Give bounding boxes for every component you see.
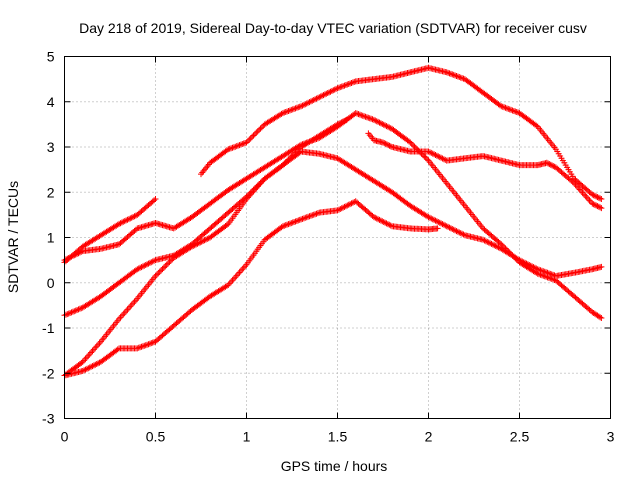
y-tick-label: 2 (47, 184, 55, 200)
series-markers (198, 64, 605, 202)
grid (64, 56, 611, 419)
axis-ticks: 0 0.5 1 1.5 2 2.5 3 -3 -2 -1 0 1 2 3 4 5 (42, 49, 615, 445)
y-tick-label: 3 (47, 139, 55, 155)
x-tick-label: 2.5 (510, 429, 530, 445)
x-tick-label: 1 (243, 429, 251, 445)
x-axis-label: GPS time / hours (281, 458, 388, 474)
y-axis-label: SDTVAR / TECUs (5, 181, 21, 293)
y-tick-label: 1 (47, 230, 55, 246)
x-tick-label: 0.5 (146, 429, 166, 445)
y-tick-label: -3 (42, 411, 55, 427)
series-track-f (198, 64, 605, 202)
x-tick-label: 3 (607, 429, 615, 445)
y-tick-label: 0 (47, 275, 55, 291)
y-tick-label: -1 (42, 320, 55, 336)
y-tick-label: 4 (47, 94, 55, 110)
chart-title: Day 218 of 2019, Sidereal Day-to-day VTE… (79, 20, 587, 36)
x-tick-label: 0 (61, 429, 69, 445)
series-markers (365, 130, 605, 212)
series-track-g (365, 130, 605, 212)
x-tick-label: 2 (425, 429, 433, 445)
data-series (61, 64, 605, 379)
y-tick-label: -2 (42, 365, 55, 381)
x-tick-label: 1.5 (328, 429, 348, 445)
y-tick-label: 5 (47, 49, 55, 65)
